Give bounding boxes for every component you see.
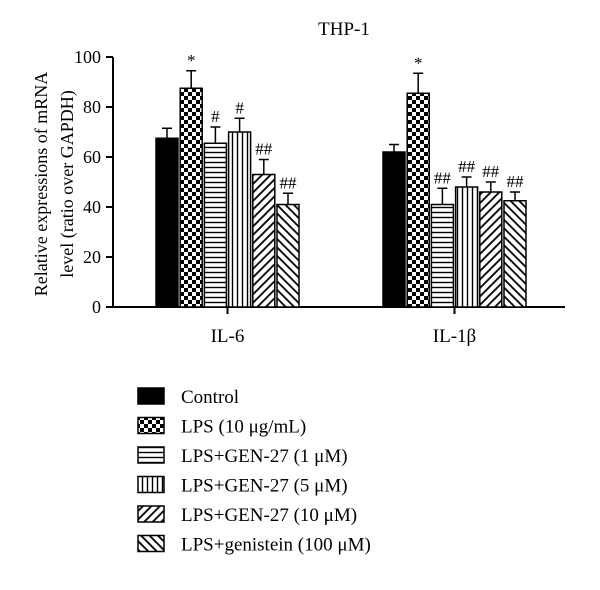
significance-label: ## <box>507 172 525 191</box>
legend-label: LPS+genistein (100 μM) <box>181 535 371 556</box>
bar <box>503 200 527 308</box>
legend: Control LPS (10 μg/mL) LPS+GEN-27 (1 μM) LP… <box>137 387 371 556</box>
significance-label: * <box>414 53 423 72</box>
y-tick-label: 80 <box>83 97 101 117</box>
y-tick-label: 0 <box>92 297 101 317</box>
significance-label: # <box>211 107 220 126</box>
significance-label: ## <box>434 168 452 187</box>
legend-label: LPS+GEN-27 (10 μM) <box>181 505 357 526</box>
legend-label: LPS (10 μg/mL) <box>181 417 306 438</box>
significance-label: * <box>187 51 196 70</box>
x-tick-label: IL-6 <box>211 326 245 347</box>
y-tick-label: 60 <box>83 147 101 167</box>
significance-label: ## <box>482 162 500 181</box>
significance-label: ## <box>255 140 273 159</box>
legend-swatch <box>137 416 165 435</box>
bar <box>430 203 455 308</box>
bar <box>155 137 179 308</box>
legend-swatch <box>137 534 165 553</box>
y-axis-label-line2: level (ratio over GAPDH) <box>57 90 78 277</box>
legend-swatch <box>137 475 165 494</box>
x-tick-label: IL-1β <box>433 326 476 347</box>
y-tick-label: 20 <box>83 247 101 267</box>
bar <box>203 142 228 308</box>
bar <box>227 131 252 308</box>
bar <box>406 92 430 308</box>
y-axis-label-line1: Relative expressions of mRNA <box>31 72 51 296</box>
legend-label: LPS+GEN-27 (5 μM) <box>181 476 348 497</box>
legend-swatch <box>137 505 165 523</box>
significance-label: # <box>235 98 244 117</box>
chart-title: THP-1 <box>318 19 370 40</box>
bar <box>454 186 479 308</box>
bar <box>179 87 203 308</box>
legend-label: Control <box>181 387 239 408</box>
y-tick-label: 100 <box>74 47 101 67</box>
bar <box>382 151 406 308</box>
bar <box>479 191 503 308</box>
significance-label: ## <box>458 157 476 176</box>
legend-label: LPS+GEN-27 (1 μM) <box>181 446 348 467</box>
legend-swatch <box>137 387 165 405</box>
bar <box>252 173 276 308</box>
bar <box>276 203 300 308</box>
y-tick-label: 40 <box>83 197 101 217</box>
y-axis-label: Relative expressions of mRNA level (rati… <box>31 72 78 296</box>
significance-label: ## <box>280 173 298 192</box>
legend-swatch <box>137 446 165 464</box>
